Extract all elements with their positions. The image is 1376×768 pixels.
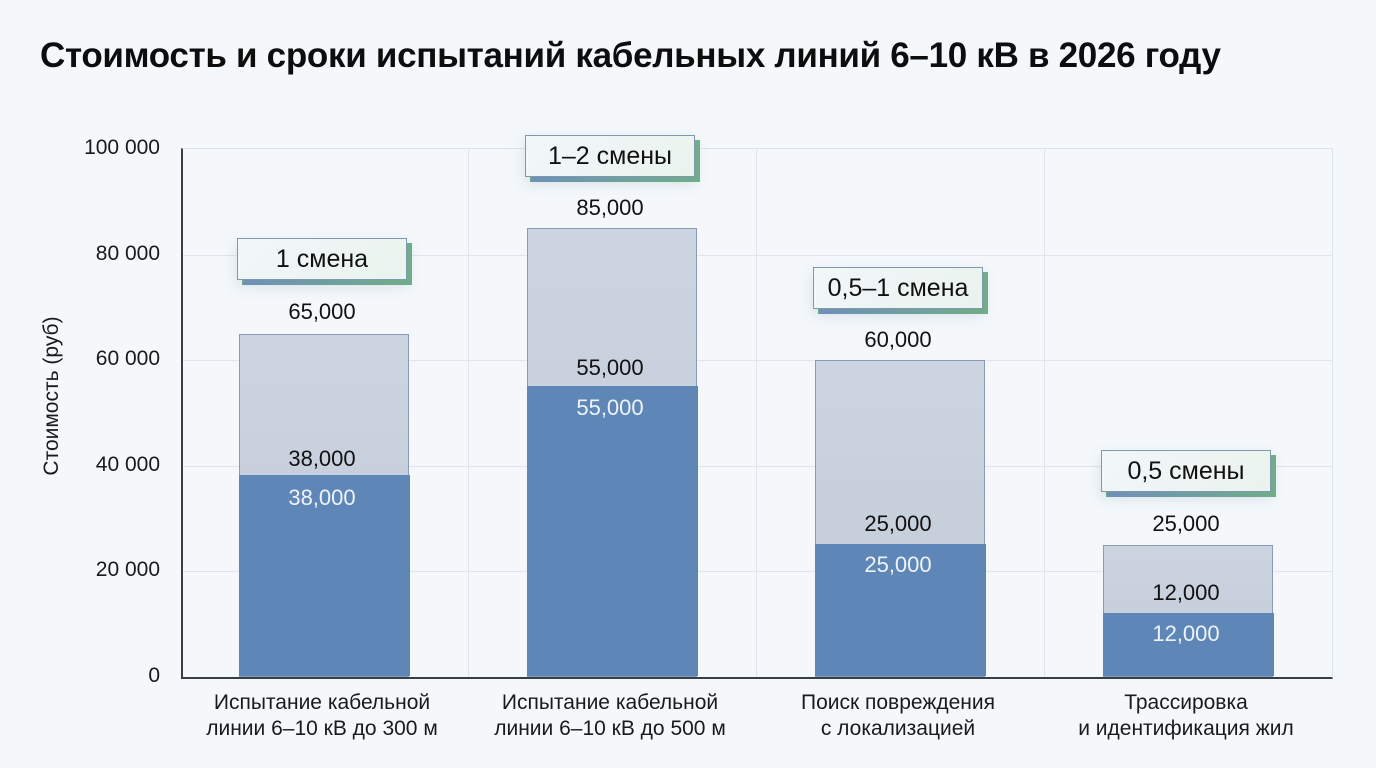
base-value-label-inner: 25,000 [864, 552, 932, 577]
bar-stack[interactable] [1102, 545, 1274, 677]
base-value-label-inner: 38,000 [288, 485, 356, 510]
y-tick: 100 000 [84, 136, 160, 159]
gridline [1044, 149, 1045, 677]
duration-badge: 0,5 смены [1101, 450, 1276, 497]
chart-title: Стоимость и сроки испытаний кабельных ли… [40, 36, 1221, 75]
base-value-label-inner: 12,000 [1152, 621, 1220, 646]
plot-area [181, 148, 1333, 679]
base-value-label-top: 25,000 [864, 511, 932, 536]
x-label-line: и идентификация жил [1078, 717, 1294, 740]
x-label-line: Поиск повреждения [800, 691, 996, 714]
bar-stack[interactable] [526, 228, 698, 677]
bar-base-segment [238, 475, 410, 676]
base-value-label-inner: 55,000 [576, 395, 644, 420]
base-value-label-top: 12,000 [1152, 580, 1220, 605]
gridline [183, 465, 1332, 467]
y-tick: 40 000 [95, 452, 160, 476]
total-value-label: 25,000 [1152, 511, 1220, 536]
gridline [756, 149, 757, 677]
gridline [183, 571, 1332, 573]
duration-badge: 1 смена [237, 238, 412, 285]
base-value-label-top: 55,000 [576, 355, 644, 380]
y-tick: 0 [148, 664, 160, 687]
x-label-line: линии 6–10 кВ до 500 м [494, 717, 726, 740]
bar-stack[interactable] [814, 360, 986, 677]
y-tick: 60 000 [95, 347, 160, 371]
x-category-label: Поиск повреждения с локализацией [754, 690, 1042, 742]
x-label-line: Испытание кабельной [213, 691, 431, 714]
total-value-label: 60,000 [864, 327, 932, 352]
bar-base-segment [526, 385, 698, 676]
x-category-label: Испытание кабельной линии 6–10 кВ до 300… [178, 690, 466, 742]
base-value-label-top: 38,000 [288, 446, 356, 471]
gridline [183, 254, 1332, 256]
bar-base-segment [814, 544, 986, 676]
y-axis-label: Стоимость (руб) [40, 316, 63, 476]
x-category-label: Трассировка и идентификация жил [1042, 690, 1330, 742]
x-label-line: с локализацией [820, 717, 976, 740]
total-value-label: 85,000 [576, 195, 644, 220]
y-tick: 20 000 [95, 558, 160, 582]
gridline [468, 149, 469, 677]
x-label-line: Трассировка [1124, 691, 1248, 714]
x-label-line: Испытание кабельной [501, 691, 719, 714]
bar-stack[interactable] [238, 333, 410, 677]
x-label-line: линии 6–10 кВ до 300 м [206, 717, 438, 740]
duration-badge: 0,5–1 смена [813, 267, 988, 314]
total-value-label: 65,000 [288, 299, 356, 324]
duration-badge: 1–2 смены [525, 135, 700, 182]
gridline [183, 360, 1332, 362]
y-tick: 80 000 [95, 241, 160, 265]
x-category-label: Испытание кабельной линии 6–10 кВ до 500… [466, 690, 754, 742]
bar-base-segment [1102, 612, 1274, 676]
